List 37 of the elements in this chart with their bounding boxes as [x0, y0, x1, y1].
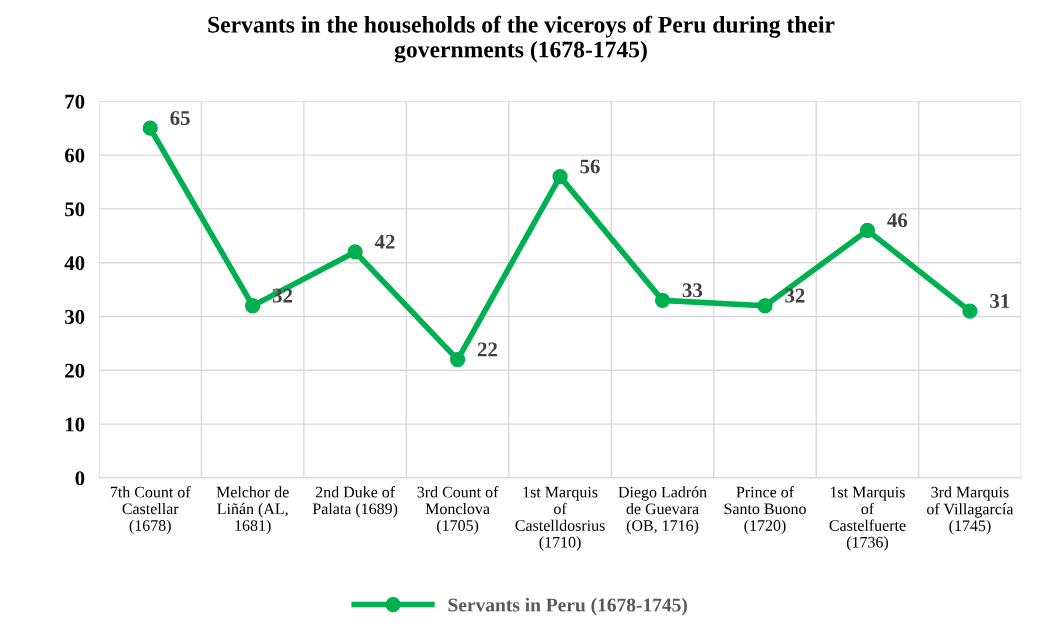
- x-tick-label: Diego Ladrón de Guevara (OB, 1716): [618, 486, 707, 535]
- chart-title: Servants in the households of the viceroys of Peru during their governments (1678-1745): [208, 15, 835, 63]
- data-label: 22: [477, 342, 497, 357]
- data-label: 31: [990, 294, 1010, 308]
- x-tick-label: 3rd Count of Monclova (1705): [417, 486, 499, 535]
- y-tick-label: 60: [64, 148, 85, 163]
- x-tick-label: 1st Marquis of Castelfuerte (1736): [829, 486, 906, 551]
- point: [449, 351, 466, 368]
- y-tick-label: 10: [65, 417, 85, 432]
- y-tick-label: 20: [65, 363, 85, 378]
- y-tick-label: 50: [65, 202, 85, 217]
- data-label: 32: [272, 288, 293, 303]
- x-tick-label: Prince of Santo Buono (1720): [724, 486, 806, 535]
- data-label: 32: [785, 288, 805, 303]
- x-tick-label: 7th Count of Castellar (1678): [110, 486, 191, 535]
- data-label: 65: [170, 111, 190, 126]
- y-tick-label: 30: [65, 309, 85, 324]
- data-label: 46: [887, 213, 908, 228]
- point: [142, 120, 158, 136]
- point: [245, 298, 261, 314]
- x-tick-label: 2nd Duke of Palata (1689): [312, 486, 398, 518]
- legend-label: Servants in Peru (1678-1745): [448, 597, 687, 616]
- point: [757, 298, 773, 314]
- point: [962, 303, 978, 319]
- point: [859, 222, 876, 239]
- point: [654, 292, 671, 308]
- y-tick-label: 40: [64, 256, 85, 271]
- point: [347, 244, 363, 260]
- x-tick-label: 1st Marquis of Castelldosrius (1710): [515, 486, 605, 551]
- x-tick-label: 3rd Marquis of Villagarcía (1745): [927, 486, 1014, 535]
- y-tick-label: 70: [65, 94, 85, 109]
- point: [552, 168, 568, 185]
- y-tick-label: 0: [75, 471, 85, 486]
- x-tick-label: Melchor de Liñán (AL, 1681): [216, 486, 289, 535]
- data-label: 33: [682, 283, 703, 298]
- data-label: 56: [580, 159, 600, 174]
- data-label: 42: [374, 234, 395, 249]
